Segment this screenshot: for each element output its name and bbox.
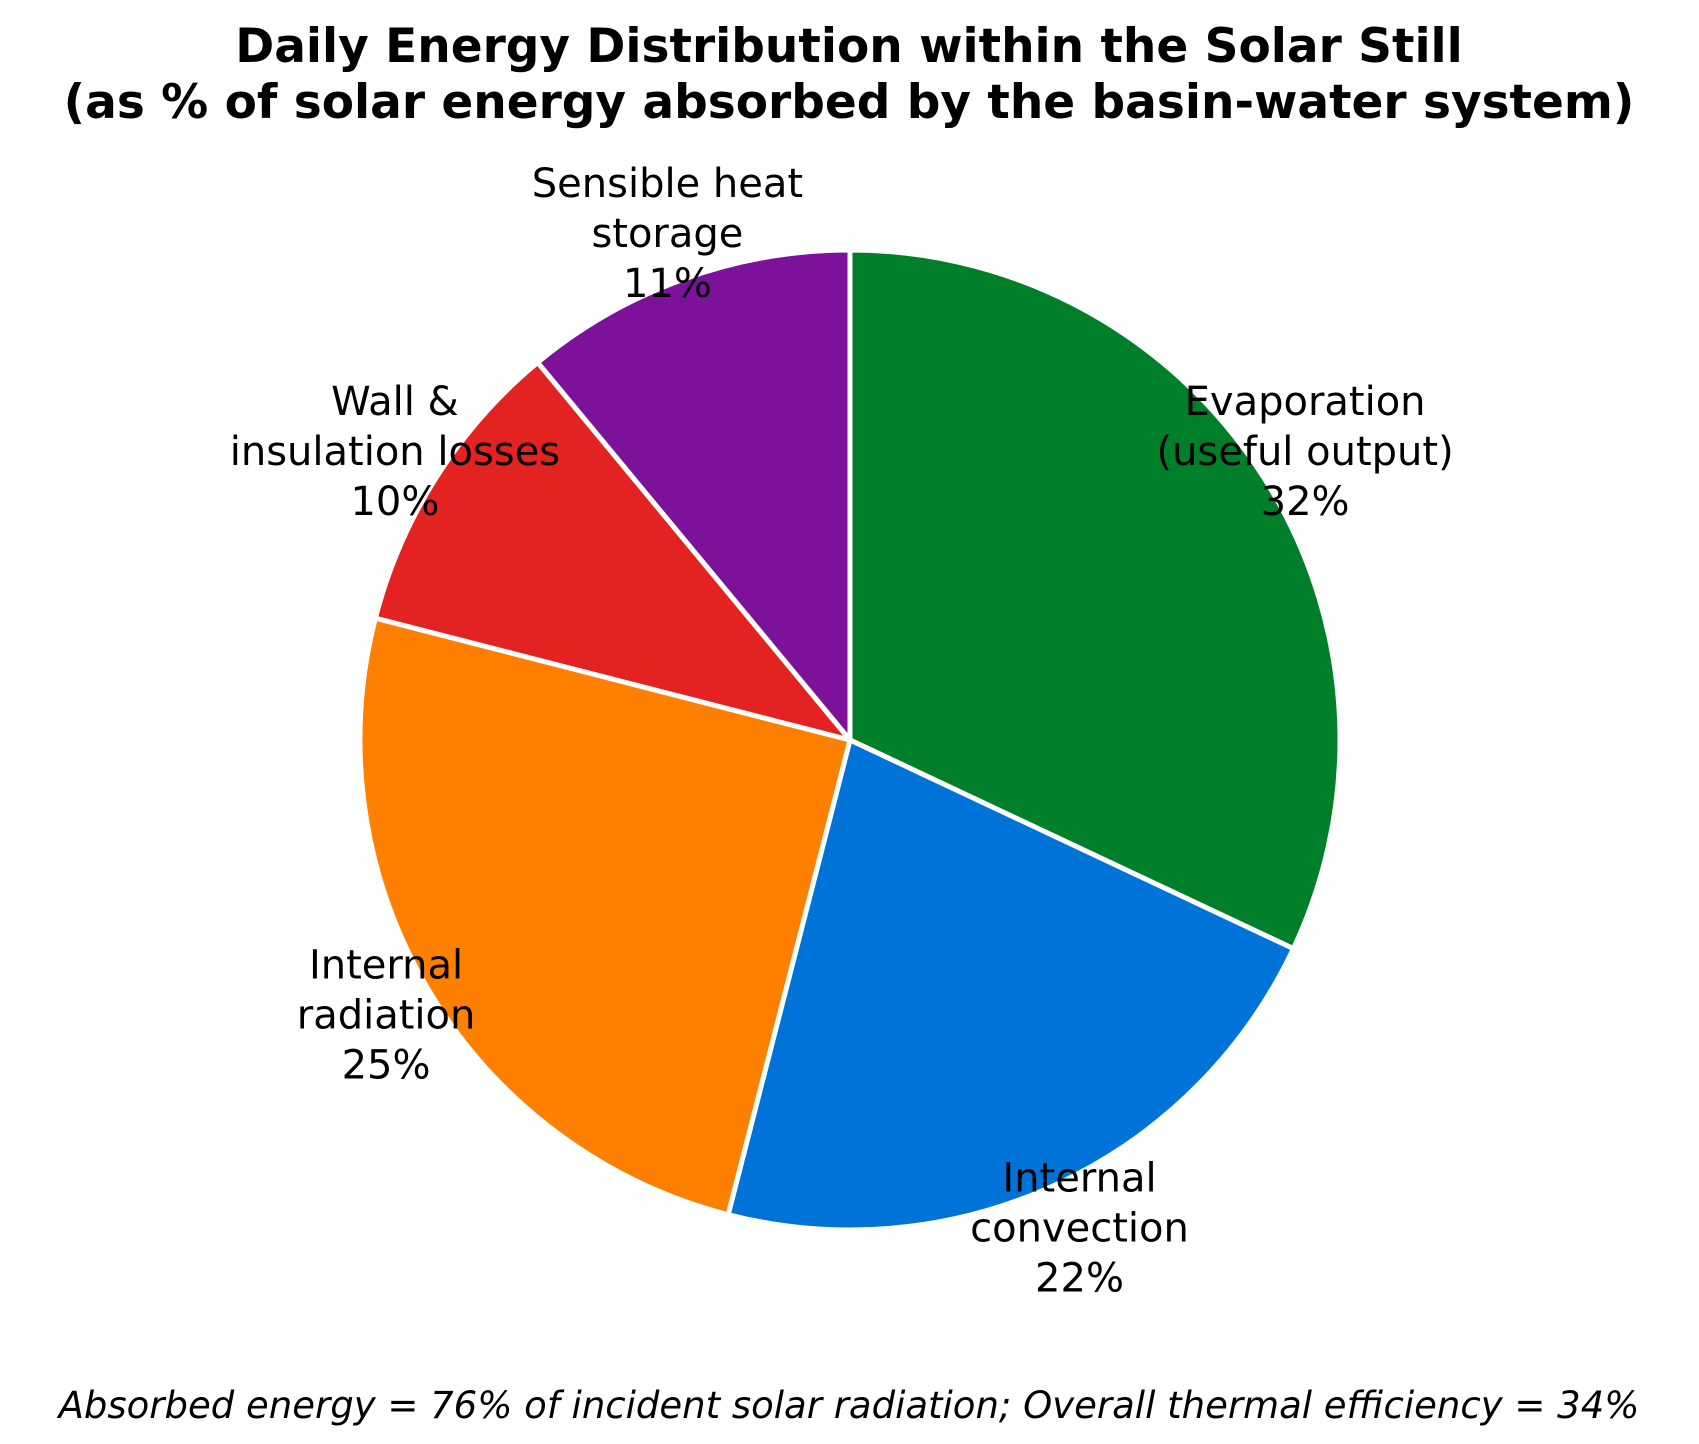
slice-name-line: radiation xyxy=(297,992,476,1038)
slice-name-line: convection xyxy=(970,1206,1189,1252)
slice-percent: 32% xyxy=(1261,479,1350,525)
slice-label: Evaporation (useful output) 32% xyxy=(1156,379,1453,525)
slice-label: Sensible heat storage 11% xyxy=(532,161,803,307)
slice-name-line: Wall & xyxy=(331,379,459,425)
slice-label: Wall & insulation losses 10% xyxy=(230,379,560,525)
slice-name-line: Internal xyxy=(309,942,463,988)
slice-name-line: (useful output) xyxy=(1156,429,1453,475)
slice-label: Internal radiation 25% xyxy=(297,942,476,1088)
slice-name-line: Internal xyxy=(1002,1156,1156,1202)
slice-percent: 22% xyxy=(1035,1256,1124,1302)
slice-name-line: insulation losses xyxy=(230,429,560,475)
slice-percent: 10% xyxy=(350,479,439,525)
slice-percent: 11% xyxy=(623,261,712,307)
pie-slice xyxy=(372,359,853,743)
slice-name-line: storage xyxy=(591,211,743,257)
pie-slice xyxy=(725,737,1296,1233)
chart-subtitle: (as % of solar energy absorbed by the ba… xyxy=(64,75,1635,130)
slice-name-line: Evaporation xyxy=(1185,379,1426,425)
pie-slice xyxy=(847,247,1343,952)
pie-labels: Evaporation (useful output) 32%Internal con… xyxy=(230,161,1454,1302)
chart-footnote: Absorbed energy = 76% of incident solar … xyxy=(57,1384,1640,1427)
slice-label: Internal convection 22% xyxy=(970,1156,1189,1302)
slice-percent: 25% xyxy=(342,1042,431,1088)
chart-title: Daily Energy Distribution within the Sol… xyxy=(235,19,1463,74)
slice-name-line: Sensible heat xyxy=(532,161,803,207)
pie-slices xyxy=(357,247,1343,1233)
pie-slice xyxy=(535,247,853,743)
pie-slice xyxy=(357,615,853,1218)
